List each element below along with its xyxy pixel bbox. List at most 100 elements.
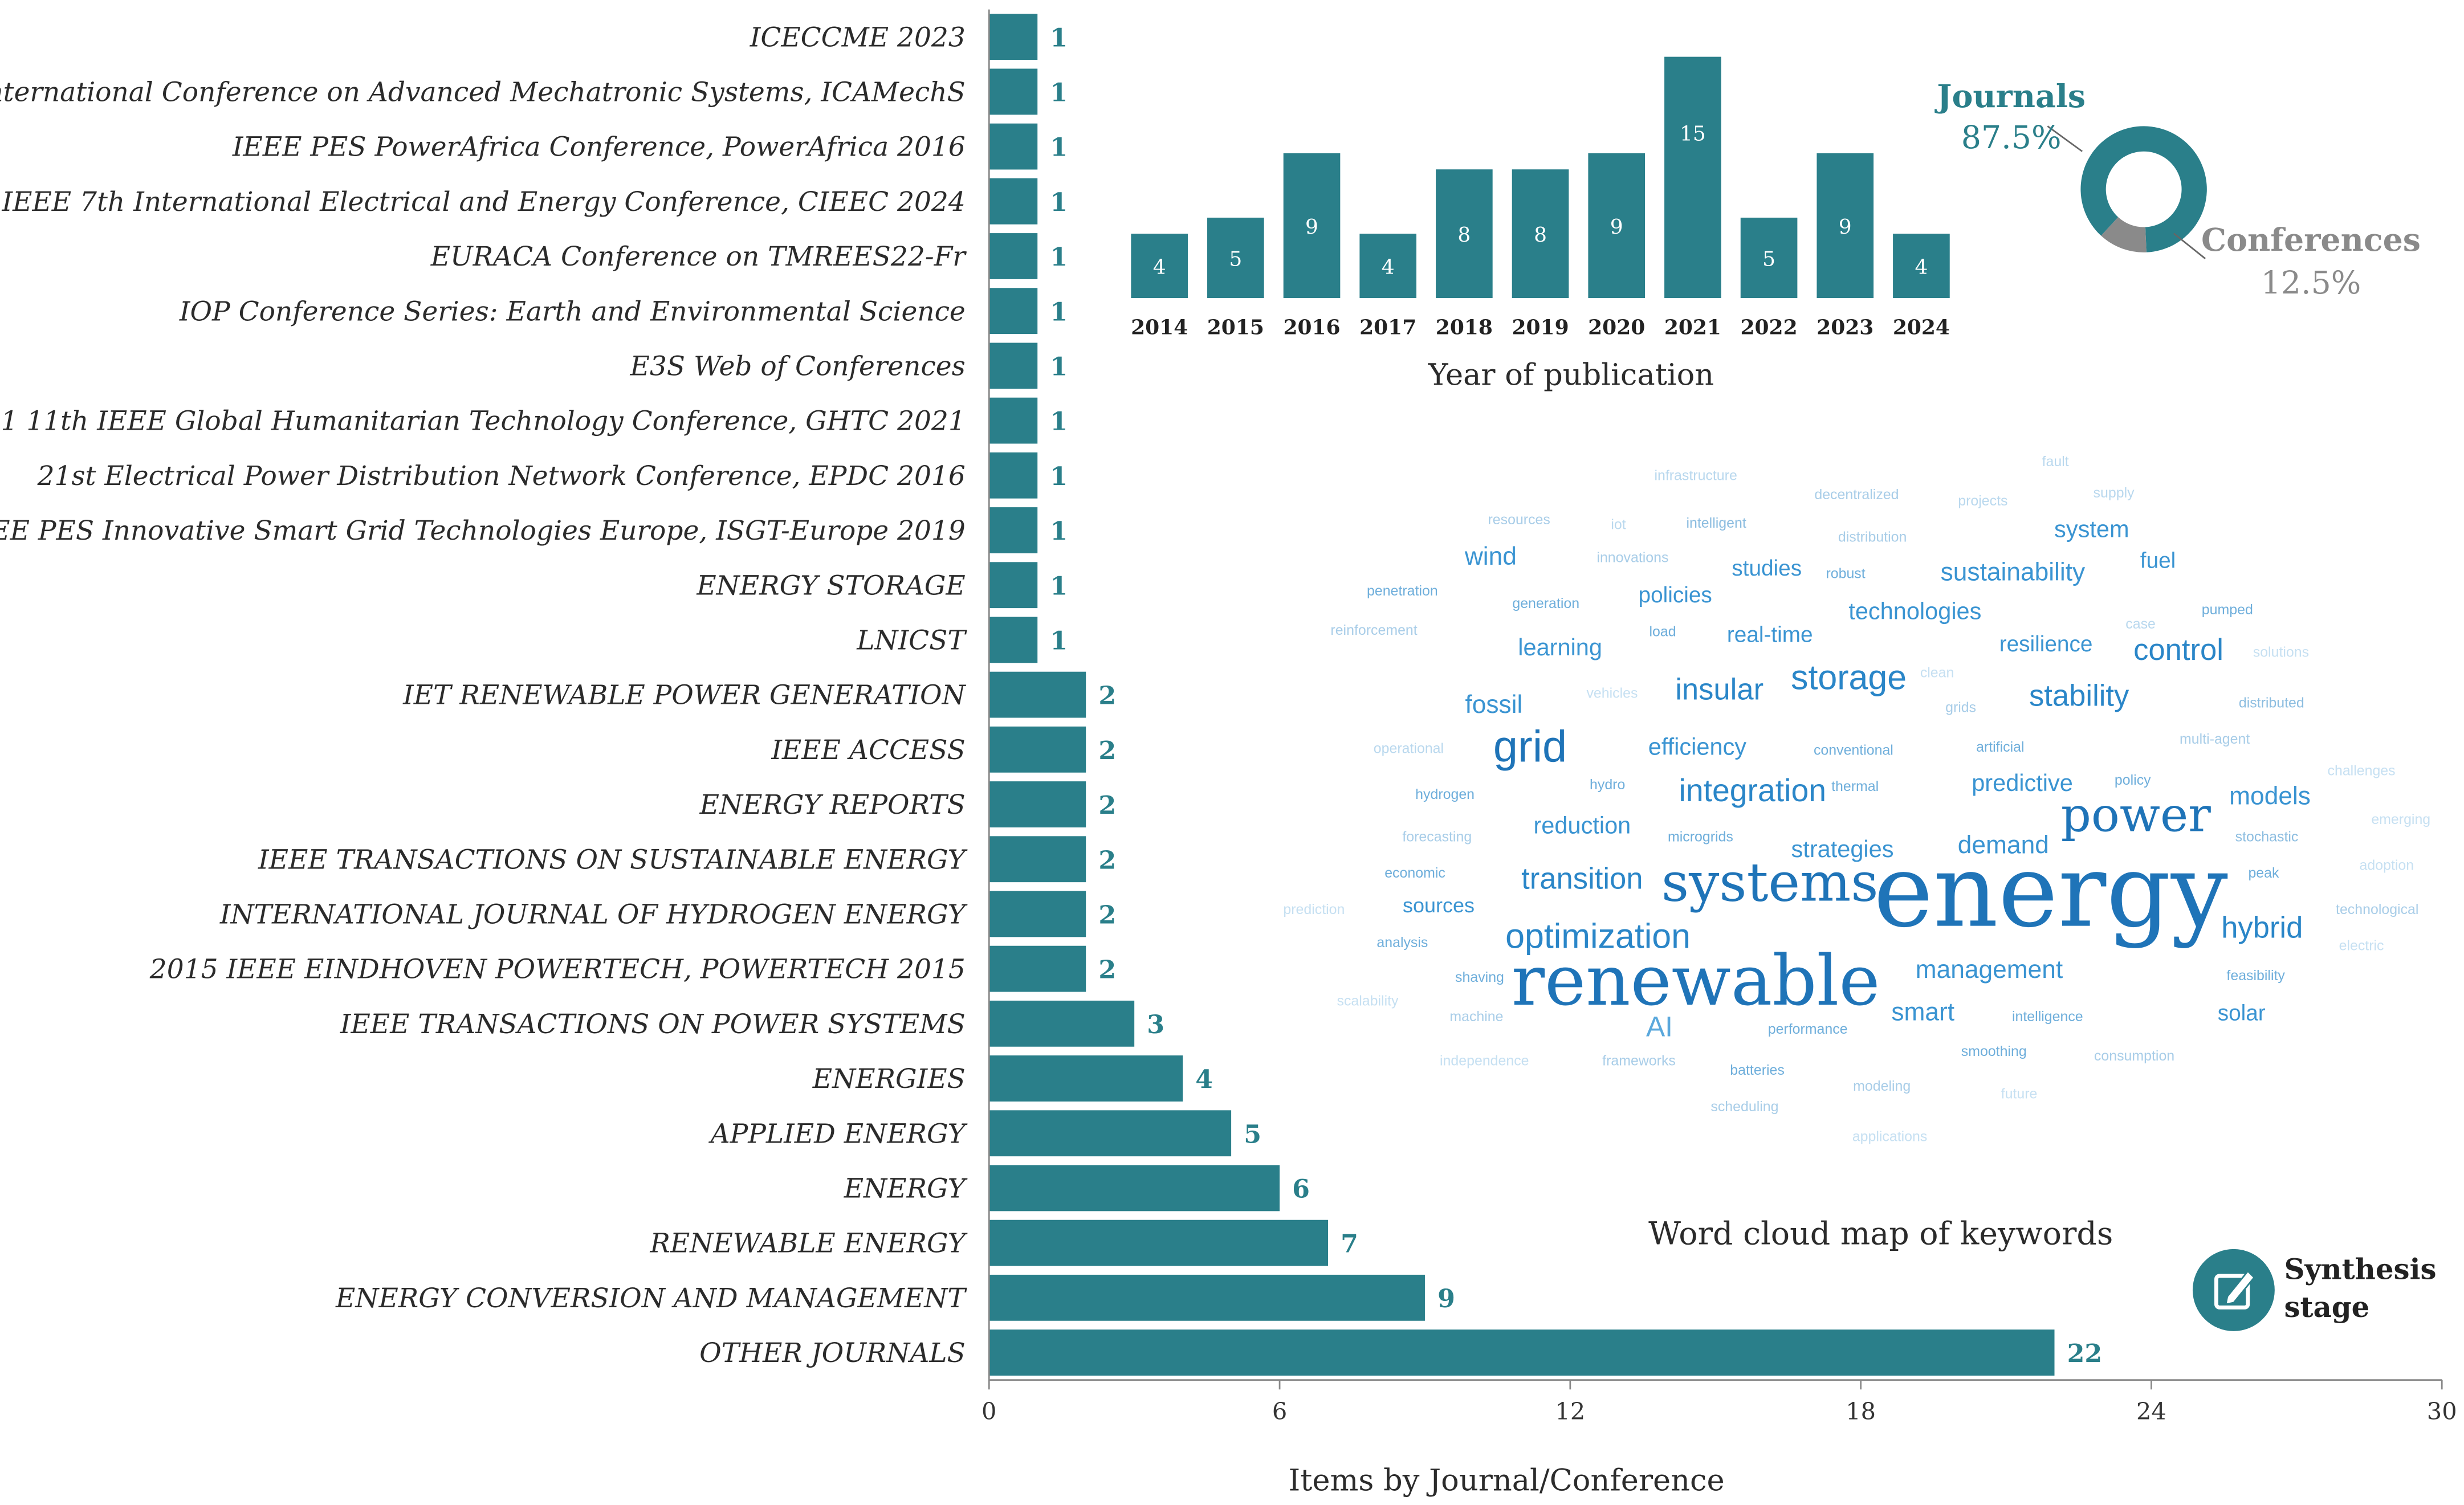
journal-bar [989,1110,1232,1157]
word-cloud-keyword: grid [1493,722,1567,772]
word-cloud-keyword: reinforcement [1330,622,1418,638]
journal-value-label: 22 [2067,1339,2103,1368]
edit-icon [2192,1249,2275,1331]
word-cloud-keyword: strategies [1791,837,1894,864]
year-tick-label: 2023 [1817,316,1874,340]
word-cloud-keyword: consumption [2094,1048,2175,1064]
year-tick-label: 2017 [1359,316,1416,340]
word-cloud-keyword: frameworks [1602,1053,1676,1069]
journal-bar [989,1165,1280,1212]
journal-label: APPLIED ENERGY [708,1118,968,1149]
word-cloud-keyword: stochastic [2235,829,2299,845]
journal-label: ICECCME 2023 [750,22,966,53]
journal-label: IOP Conference Series: Earth and Environ… [179,296,966,327]
journal-label: ENERGY REPORTS [699,789,966,821]
word-cloud-keyword: system [2054,516,2129,544]
journal-value-label: 5 [1244,1119,1261,1149]
journal-bar [989,781,1086,827]
year-tick-label: 2015 [1207,316,1264,340]
word-cloud-keyword: power [2060,788,2211,844]
word-cloud-keyword: policy [2114,772,2151,788]
year-bar [1664,56,1721,299]
word-cloud-keyword: hydro [1590,777,1626,793]
journal-bar [989,342,1038,389]
word-cloud-keyword: penetration [1367,582,1438,599]
journal-label: IEEE ACCESS [771,735,965,766]
journal-label: ENERGY [844,1173,968,1205]
word-cloud-keyword: distributed [2238,695,2304,711]
conferences-percent: 12.5% [2261,265,2361,301]
word-cloud-keyword: analysis [1376,934,1428,951]
word-cloud-keyword: iot [1611,516,1626,533]
word-cloud-keyword: hydrogen [1415,786,1475,802]
word-cloud-keyword: resources [1488,512,1550,528]
year-bar [1512,169,1569,299]
journal-value-label: 2 [1098,736,1116,765]
journal-value-label: 1 [1050,407,1068,437]
word-cloud-keyword: insular [1675,674,1764,708]
word-cloud-keyword: predictive [1972,770,2073,798]
journal-value-label: 7 [1341,1229,1358,1259]
journal-bar [989,1220,1329,1266]
word-cloud-keyword: forecasting [1402,829,1472,845]
donut-slice-conferences [2101,217,2147,252]
word-cloud-keyword: conventional [1813,742,1893,758]
journal-label: RENEWABLE ENERGY [649,1228,967,1259]
year-tick-label: 2019 [1512,316,1569,340]
word-cloud-keyword: policies [1638,582,1712,607]
journal-label: IEEE TRANSACTIONS ON POWER SYSTEMS [340,1009,966,1040]
x-tick-label: 30 [2427,1397,2457,1425]
word-cloud-keyword: optimization [1505,916,1691,956]
year-tick-label: 2024 [1893,316,1950,340]
year-bar [1131,234,1188,299]
word-cloud-keyword: prediction [1283,901,1345,917]
journal-value-label: 6 [1292,1174,1310,1204]
journal-bar [989,617,1038,663]
journal-value-label: 1 [1050,516,1068,546]
year-value-label: 9 [1305,215,1318,239]
journal-value-label: 1 [1050,352,1068,382]
year-bar [1283,153,1341,299]
word-cloud-keyword: efficiency [1648,734,1747,761]
year-value-label: 4 [1153,255,1166,279]
word-cloud-keyword: case [2125,615,2156,632]
x-tick-label: 18 [1846,1397,1876,1425]
journal-bar [989,945,1086,992]
journal-bar [989,1000,1135,1047]
journal-value-label: 2 [1098,681,1116,711]
journal-value-label: 2 [1098,900,1116,930]
donut-slice-journals [2080,126,2207,252]
journal-label: INTERNATIONAL JOURNAL OF HYDROGEN ENERGY [219,899,968,931]
journal-value-label: 1 [1050,187,1068,217]
word-cloud-keyword: performance [1767,1021,1848,1037]
journals-label: Journals [1934,78,2086,115]
word-cloud-keyword: intelligent [1686,515,1746,531]
year-tick-labels: 2014 2015 2016 2017 2018 2019 2020 2021 2022 2023… [1131,316,1950,340]
journal-label: IEEE PES PowerAfrica Conference, PowerAf… [232,132,966,163]
journal-label: LNICST [856,625,967,656]
journal-value-label: 4 [1195,1064,1213,1094]
journal-bar [989,14,1038,60]
word-cloud-keyword: scheduling [1710,1098,1779,1115]
word-cloud-keyword: shaving [1455,969,1504,985]
journal-label: OTHER JOURNALS [699,1337,966,1369]
word-cloud-keyword: solar [2217,1000,2266,1025]
word-cloud-keyword: models [2229,784,2311,811]
word-cloud-keyword: real-time [1726,621,1813,647]
word-cloud-keyword: studies [1732,555,1802,581]
word-cloud-keyword: management [1915,957,2063,984]
year-value-label: 5 [1762,247,1775,271]
year-value-label: 8 [1534,223,1547,247]
journal-label: 21st Electrical Power Distribution Netwo… [37,460,966,492]
year-tick-label: 2022 [1741,316,1798,340]
word-cloud-keyword: technological [2336,901,2419,917]
journal-bar [989,726,1086,773]
journal-value-label: 1 [1050,571,1068,601]
journal-label: IEEE TRANSACTIONS ON SUSTAINABLE ENERGY [258,844,968,875]
year-tick-label: 2020 [1588,316,1645,340]
word-cloud-keyword: renewable [1511,941,1880,1022]
x-tick-label: 12 [1555,1397,1585,1425]
